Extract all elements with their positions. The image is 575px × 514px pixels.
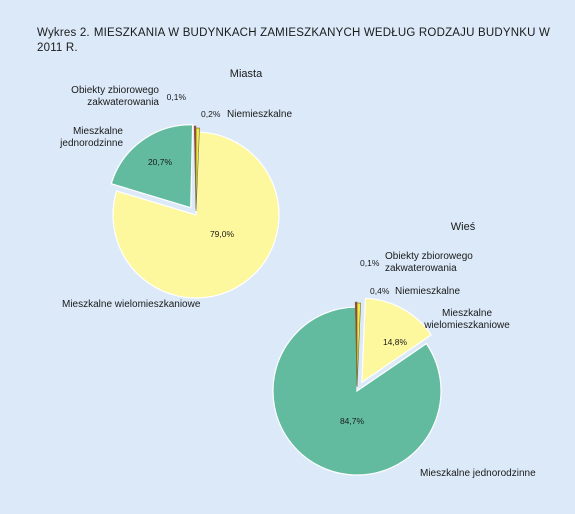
pie-slice-wielomieszkaniowe — [361, 297, 433, 384]
value-label-zbiorowego: 0,1% — [360, 258, 380, 268]
category-label-niemieszkalne: Niemieszkalne — [227, 109, 292, 120]
category-label-jednorodzinne-line-2: jednorodzinne — [59, 138, 123, 149]
pie-slice-jednorodzinne — [110, 124, 194, 209]
pie-slice-zbiorowego — [354, 301, 358, 387]
pie-chart-1: Miasta 79,0% Mieszkalne wielomieszkaniowe 2… — [59, 68, 292, 310]
category-label-zbiorowego-line-2: zakwaterowania — [385, 263, 457, 274]
category-label-niemieszkalne: Niemieszkalne — [395, 286, 460, 297]
pie-title: Miasta — [230, 68, 263, 80]
pie-slice-niemieszkalne — [356, 302, 361, 388]
figure-title-text: MIESZKANIA W BUDYNKACH ZAMIESZKANYCH WED… — [37, 27, 551, 54]
value-label-jednorodzinne: 84,7% — [340, 416, 365, 426]
pie-slice-zbiorowego — [193, 125, 197, 210]
category-label-zbiorowego-line-2: zakwaterowania — [87, 97, 159, 108]
pie-slice-wielomieszkaniowe — [112, 131, 280, 299]
pie-chart-2: Wieś 84,7% Mieszkalne jednorodzinne 0,1% Obi… — [272, 221, 536, 479]
category-label-jednorodzinne: Mieszkalne jednorodzinne — [420, 468, 536, 479]
category-label-zbiorowego: Obiekty zbiorowego zakwaterowania — [71, 85, 159, 108]
category-label-zbiorowego-line-1: Obiekty zbiorowego — [71, 85, 159, 96]
value-label-zbiorowego: 0,1% — [167, 92, 187, 102]
pie-slice-jednorodzinne — [272, 306, 442, 476]
pie-slice-niemieszkalne — [195, 127, 200, 212]
category-label-wielomieszkaniowe-line-1: Mieszkalne — [442, 308, 492, 319]
category-label-jednorodzinne-line-1: Mieszkalne — [73, 126, 123, 137]
category-label-wielomieszkaniowe: Mieszkalne wielomieszkaniowe — [423, 308, 510, 331]
category-label-wielomieszkaniowe: Mieszkalne wielomieszkaniowe — [62, 299, 201, 310]
value-label-niemieszkalne: 0,2% — [201, 109, 221, 119]
value-label-jednorodzinne: 20,7% — [148, 157, 173, 167]
pie-title: Wieś — [451, 221, 476, 233]
category-label-zbiorowego: Obiekty zbiorowego zakwaterowania — [385, 251, 473, 274]
value-label-niemieszkalne: 0,4% — [370, 286, 390, 296]
value-label-wielomieszkaniowe: 14,8% — [383, 337, 408, 347]
category-label-zbiorowego-line-1: Obiekty zbiorowego — [385, 251, 473, 262]
category-label-jednorodzinne: Mieszkalne jednorodzinne — [59, 126, 123, 149]
value-label-wielomieszkaniowe: 79,0% — [210, 229, 235, 239]
category-label-wielomieszkaniowe-line-2: wielomieszkaniowe — [423, 320, 510, 331]
figure-title: Wykres 2. MIESZKANIA W BUDYNKACH ZAMIESZK… — [37, 26, 557, 56]
figure-label: Wykres 2. — [37, 27, 90, 39]
